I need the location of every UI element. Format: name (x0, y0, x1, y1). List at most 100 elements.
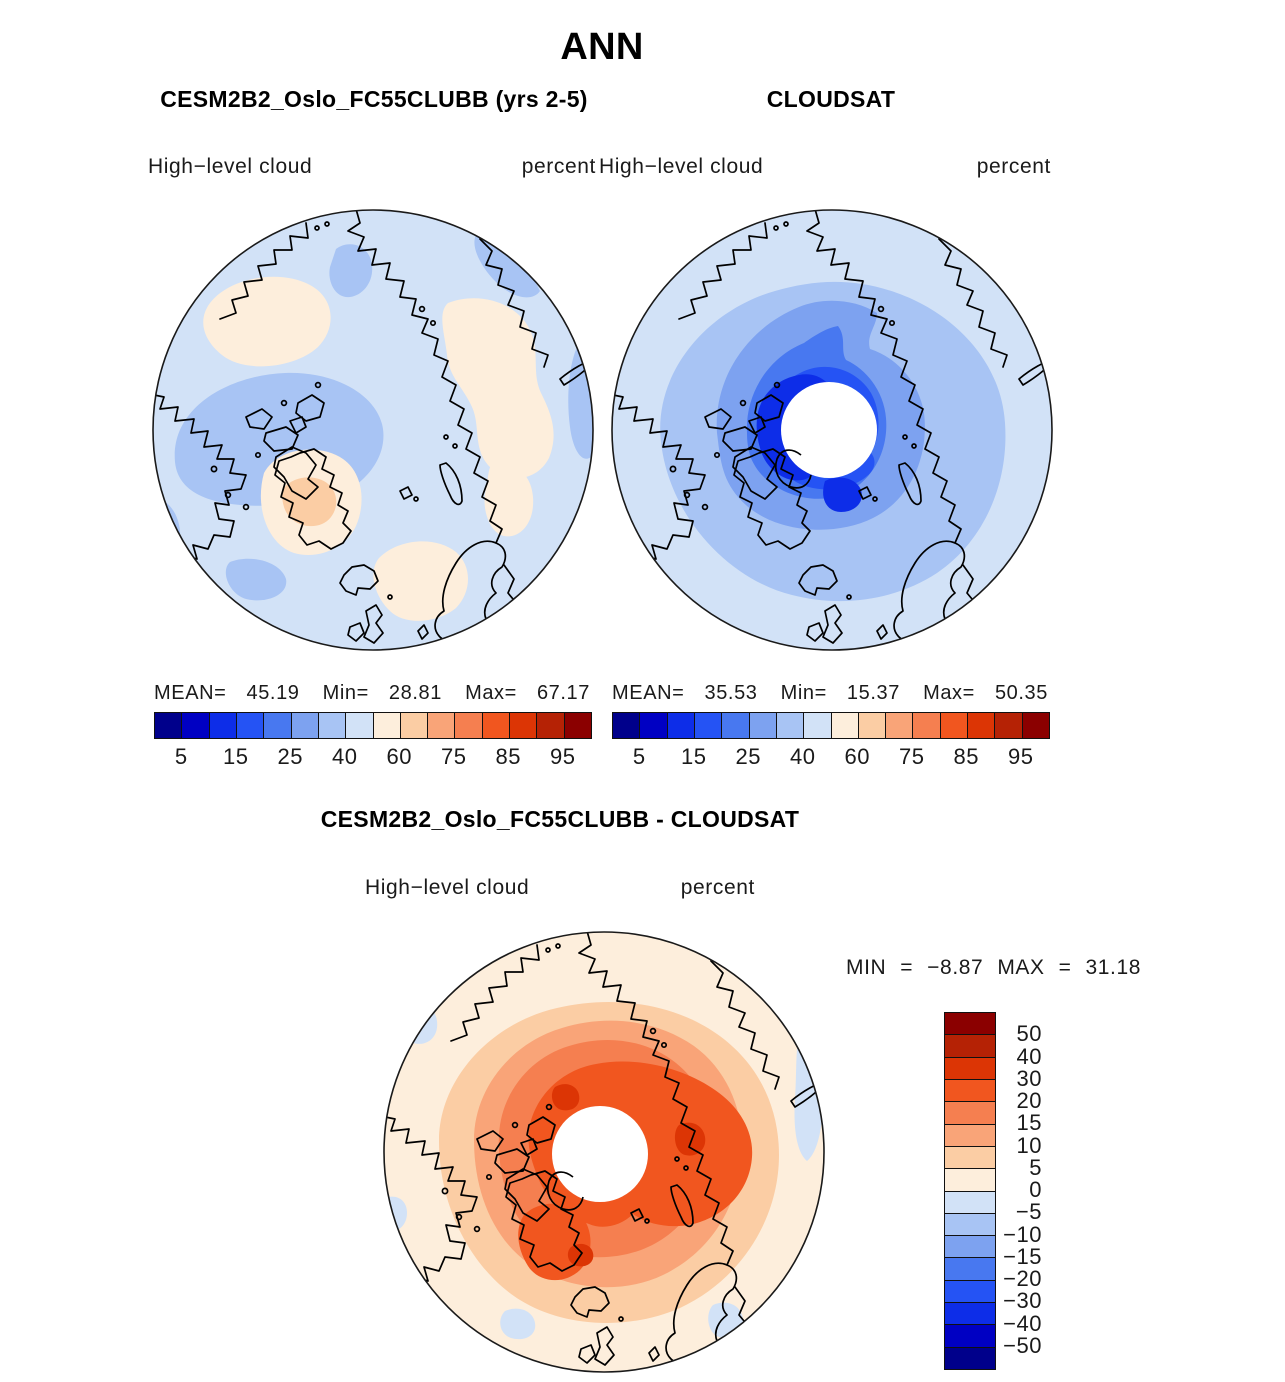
colorbar-tick-label: 5 (632, 744, 646, 769)
colorbar-segment (775, 713, 804, 738)
colorbar-segment (803, 713, 831, 738)
colorbar-tick-label: −50 (1003, 1332, 1042, 1358)
colorbar-tick-label: 30 (1016, 1065, 1042, 1091)
colorbar-segment (945, 1257, 995, 1280)
colorbar-segment (693, 713, 722, 738)
colorbar-tick-label: 5 (174, 744, 188, 769)
colorbar-tick-label: 60 (386, 744, 412, 769)
colorbar-tick-label: 85 (953, 744, 979, 769)
colorbar-segment (945, 1034, 995, 1057)
colorbar-segment (945, 1346, 995, 1369)
colorbar-segment (945, 1190, 995, 1213)
colorbar-tick-label: −20 (1003, 1266, 1042, 1291)
colorbar-tick-label: 40 (332, 744, 358, 769)
colorbar-segment (155, 713, 182, 738)
colorbar-tick-label: 75 (441, 744, 467, 769)
obs-stats: MEAN= 35.53 Min= 15.37 Max= 50.35 (612, 682, 1048, 704)
colorbar-segment (1021, 713, 1049, 738)
obs-map-outline (611, 209, 1053, 651)
colorbar-segment (208, 713, 236, 738)
colorbar-tick-label: 15 (681, 744, 707, 769)
colorbar-segment (427, 713, 455, 738)
colorbar-tick-label: −15 (1003, 1243, 1042, 1269)
model-variable-label: High−level cloud (148, 155, 313, 178)
pole-hole (552, 1106, 648, 1202)
colorbar-segment (994, 713, 1022, 738)
obs-map (611, 209, 1053, 651)
colorbar-segment (945, 1279, 995, 1303)
colorbar-tick-label: 20 (1016, 1088, 1042, 1113)
colorbar-segment (290, 713, 318, 738)
colorbar-segment (509, 713, 537, 738)
colorbar-segment (945, 1101, 995, 1124)
colorbar-tick-label: 10 (1016, 1132, 1042, 1158)
colorbar-tick-label: −30 (1003, 1288, 1042, 1314)
colorbar-segment (317, 713, 346, 738)
colorbar-segment (885, 713, 913, 738)
colorbar-segment (235, 713, 264, 738)
colorbar-segment (912, 713, 940, 738)
colorbar-segment (613, 713, 640, 738)
obs-colorbar (612, 712, 1050, 739)
colorbar-tick-label: 50 (1016, 1021, 1042, 1047)
colorbar-segment (481, 713, 510, 738)
colorbar-tick-label: 85 (495, 744, 521, 769)
colorbar-tick-label: 40 (1016, 1043, 1042, 1069)
colorbar-segment (945, 1168, 995, 1191)
colorbar-tick-label: −40 (1003, 1310, 1042, 1336)
diff-map (383, 931, 825, 1373)
colorbar-segment (945, 1235, 995, 1258)
colorbar-tick-label: 95 (1008, 744, 1034, 769)
colorbar-segment (666, 713, 694, 738)
colorbar-tick-label: 25 (735, 744, 761, 769)
colorbar-tick-label: −5 (1015, 1199, 1042, 1225)
model-colorbar-ticks: 5 15 25 40 60 75 85 95 (154, 744, 590, 770)
colorbar-tick-label: 15 (223, 744, 249, 769)
colorbar-tick-label: 95 (550, 744, 576, 769)
model-map-outline (152, 209, 594, 651)
colorbar-tick-label: 15 (1016, 1110, 1042, 1136)
colorbar-segment (830, 713, 858, 738)
pole-hole (781, 382, 877, 478)
colorbar-segment (181, 713, 209, 738)
obs-variable-label: High−level cloud (599, 155, 764, 178)
colorbar-segment (945, 1302, 995, 1325)
colorbar-tick-label: 0 (1029, 1177, 1042, 1202)
colorbar-tick-label: 25 (277, 744, 303, 769)
colorbar-tick-label: 60 (844, 744, 870, 769)
model-map (152, 209, 594, 651)
colorbar-segment (536, 713, 564, 738)
diff-units-label: percent (680, 876, 755, 899)
diff-colorbar (944, 1012, 996, 1370)
colorbar-segment (945, 1078, 995, 1102)
colorbar-segment (372, 713, 400, 738)
colorbar-segment (399, 713, 428, 738)
colorbar-segment (945, 1212, 995, 1236)
page-title: ANN (560, 26, 644, 68)
colorbar-segment (345, 713, 373, 738)
colorbar-segment (563, 713, 591, 738)
diff-minmax: MIN = −8.87 MAX = 31.18 (846, 956, 1142, 979)
colorbar-tick-label: 5 (1029, 1154, 1042, 1180)
colorbar-segment (639, 713, 667, 738)
colorbar-segment (857, 713, 886, 738)
colorbar-tick-label: 40 (790, 744, 816, 769)
colorbar-segment (454, 713, 482, 738)
colorbar-segment (939, 713, 968, 738)
colorbar-segment (263, 713, 291, 738)
model-stats: MEAN= 45.19 Min= 28.81 Max= 67.17 (154, 682, 590, 704)
model-panel-title: CESM2B2_Oslo_FC55CLUBB (yrs 2-5) (160, 86, 588, 112)
diff-map-outline (383, 931, 825, 1373)
colorbar-segment (945, 1324, 995, 1347)
colorbar-tick-label: 75 (899, 744, 925, 769)
colorbar-segment (945, 1056, 995, 1079)
colorbar-tick-label: −10 (1003, 1221, 1042, 1247)
obs-panel-title: CLOUDSAT (766, 86, 896, 112)
colorbar-segment (967, 713, 995, 738)
diff-variable-label: High−level cloud (365, 876, 530, 899)
obs-units-label: percent (976, 155, 1051, 178)
diff-colorbar-ticks: 50 40 30 20 15 10 5 0 −5 −10 −15 −20 −30 −40 −50 (996, 1012, 1042, 1368)
colorbar-segment (721, 713, 749, 738)
colorbar-segment (945, 1013, 995, 1035)
colorbar-segment (945, 1123, 995, 1146)
